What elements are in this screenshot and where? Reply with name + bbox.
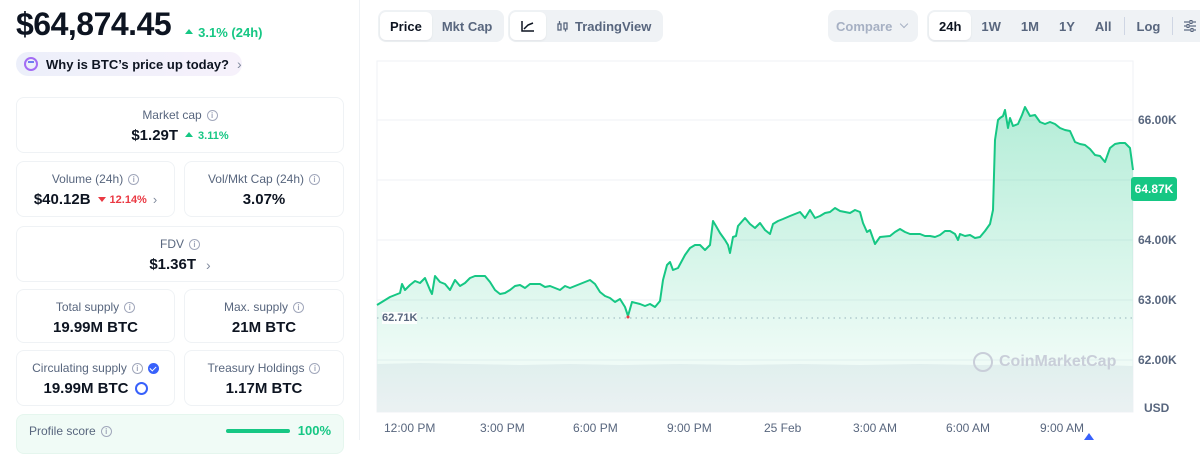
fdv-label: FDV	[160, 237, 184, 251]
x-tick-label: 12:00 PM	[384, 421, 436, 435]
info-icon[interactable]: i	[293, 301, 305, 313]
profile-score-value: 100%	[297, 423, 331, 438]
market-cap-change: 3.11%	[185, 130, 229, 142]
vol-mkt-cap-label: Vol/Mkt Cap (24h)	[207, 172, 305, 186]
info-icon[interactable]: i	[206, 109, 218, 121]
low-price-label: 62.71K	[382, 312, 418, 324]
vol-mkt-cap-card: Vol/Mkt Cap (24h) i 3.07%	[184, 161, 344, 217]
candlestick-icon	[557, 21, 568, 32]
market-cap-card: Market cap i $1.29T 3.11%	[16, 97, 344, 153]
tab-tradingview[interactable]: TradingView	[546, 12, 661, 40]
x-tick-label: 9:00 AM	[1040, 421, 1085, 435]
price-header: $64,874.45 3.1% (24h)	[16, 6, 262, 43]
treasury-holdings-card[interactable]: Treasury Holdings i 1.17M BTC	[184, 350, 344, 406]
y-tick-label: 62.00K	[1138, 353, 1177, 367]
fdv-card[interactable]: FDV i $1.36T ›	[16, 226, 344, 282]
max-supply-label: Max. supply	[223, 300, 289, 314]
x-tick-label: 25 Feb	[764, 421, 802, 435]
log-scale-toggle[interactable]: Log	[1136, 18, 1161, 34]
tab-1y[interactable]: 1Y	[1058, 18, 1075, 34]
ai-assistant-icon	[24, 57, 38, 71]
profile-score-card: Profile score i 100%	[16, 414, 344, 454]
x-tick-label: 3:00 PM	[480, 421, 525, 435]
info-icon[interactable]: i	[309, 173, 321, 185]
tab-1w[interactable]: 1W	[981, 18, 1001, 34]
info-icon[interactable]: i	[189, 238, 200, 250]
price-change-24h: 3.1% (24h)	[185, 25, 262, 40]
chart-settings-button[interactable]	[1175, 12, 1200, 40]
profile-score-bar	[226, 429, 290, 433]
info-icon[interactable]: i	[131, 362, 143, 374]
compare-dropdown[interactable]: Compare	[828, 10, 918, 42]
volume-card[interactable]: Volume (24h) i $40.12B 12.14% ›	[16, 161, 175, 217]
verified-check-icon	[147, 362, 159, 374]
chevron-right-icon: ›	[236, 56, 242, 72]
chart-panel: Price Mkt Cap TradingView Compare 24h 1W…	[361, 0, 1200, 440]
circulating-supply-label: Circulating supply	[32, 361, 127, 375]
tab-24h[interactable]: 24h	[929, 12, 972, 40]
vol-mkt-cap-value: 3.07%	[242, 191, 286, 208]
chevron-right-icon: ›	[152, 192, 158, 207]
circulating-supply-value: 19.99M BTC	[43, 380, 129, 397]
triangle-down-icon	[97, 197, 106, 202]
coinmarketcap-logo-icon	[973, 352, 993, 372]
chart-view-toggle: TradingView	[508, 10, 664, 42]
price-chart[interactable]: CoinMarketCap 62.71K 66.00K 64.87K 64.00…	[361, 0, 1200, 440]
max-supply-card: Max. supply i 21M BTC	[184, 289, 344, 343]
profile-score-label: Profile score	[29, 424, 96, 438]
info-icon[interactable]: i	[128, 173, 140, 185]
current-price-marker: 64.87K	[1131, 177, 1177, 201]
tab-line-chart[interactable]	[510, 12, 546, 40]
currency-label: USD	[1144, 401, 1170, 415]
market-cap-label: Market cap	[142, 108, 202, 122]
current-price: $64,874.45	[16, 6, 172, 42]
divider	[1123, 17, 1125, 35]
chart-type-toggle: Price Mkt Cap	[378, 10, 505, 42]
x-tick-label: 9:00 PM	[667, 421, 712, 435]
tab-1m[interactable]: 1M	[1020, 18, 1039, 34]
line-chart-icon	[521, 21, 534, 32]
treasury-holdings-value: 1.17M BTC	[225, 380, 303, 397]
info-icon[interactable]: i	[309, 362, 321, 374]
tab-all[interactable]: All	[1094, 18, 1112, 34]
max-supply-value: 21M BTC	[231, 319, 297, 336]
circulating-supply-card: Circulating supply i 19.99M BTC	[16, 350, 175, 406]
range-toggle: 24h 1W 1M 1Y All Log	[927, 10, 1200, 42]
coinmarketcap-watermark: CoinMarketCap	[973, 352, 1116, 372]
total-supply-label: Total supply	[55, 300, 120, 314]
info-icon[interactable]: i	[100, 425, 112, 437]
volume-value: $40.12B	[33, 191, 91, 208]
triangle-up-icon	[185, 132, 194, 137]
triangle-up-icon	[185, 29, 194, 34]
x-tick-label: 6:00 PM	[573, 421, 618, 435]
supply-progress-ring-icon	[134, 382, 148, 395]
volume-change: 12.14%	[97, 194, 147, 206]
divider	[1172, 17, 1174, 35]
y-tick-label: 66.00K	[1138, 113, 1177, 127]
treasury-holdings-label: Treasury Holdings	[207, 361, 305, 375]
x-tick-label: 3:00 AM	[853, 421, 898, 435]
info-icon[interactable]: i	[124, 301, 136, 313]
y-tick-label: 64.00K	[1138, 233, 1177, 247]
volume-label: Volume (24h)	[51, 172, 124, 186]
event-marker-icon[interactable]	[1084, 433, 1094, 440]
total-supply-value: 19.99M BTC	[52, 319, 139, 336]
x-tick-label: 6:00 AM	[946, 421, 991, 435]
market-cap-value: $1.29T	[131, 127, 179, 144]
sliders-icon	[1184, 20, 1197, 32]
price-chart-svg[interactable]	[361, 0, 1200, 440]
tab-mkt-cap[interactable]: Mkt Cap	[441, 18, 493, 34]
fdv-value: $1.36T	[149, 256, 197, 273]
tab-price[interactable]: Price	[380, 12, 432, 40]
total-supply-card: Total supply i 19.99M BTC	[16, 289, 175, 343]
stats-panel: $64,874.45 3.1% (24h) Why is BTC’s price…	[0, 0, 360, 454]
why-price-up-button[interactable]: Why is BTC’s price up today? ›	[16, 52, 242, 76]
chevron-right-icon: ›	[206, 256, 211, 273]
y-tick-label: 63.00K	[1138, 293, 1177, 307]
